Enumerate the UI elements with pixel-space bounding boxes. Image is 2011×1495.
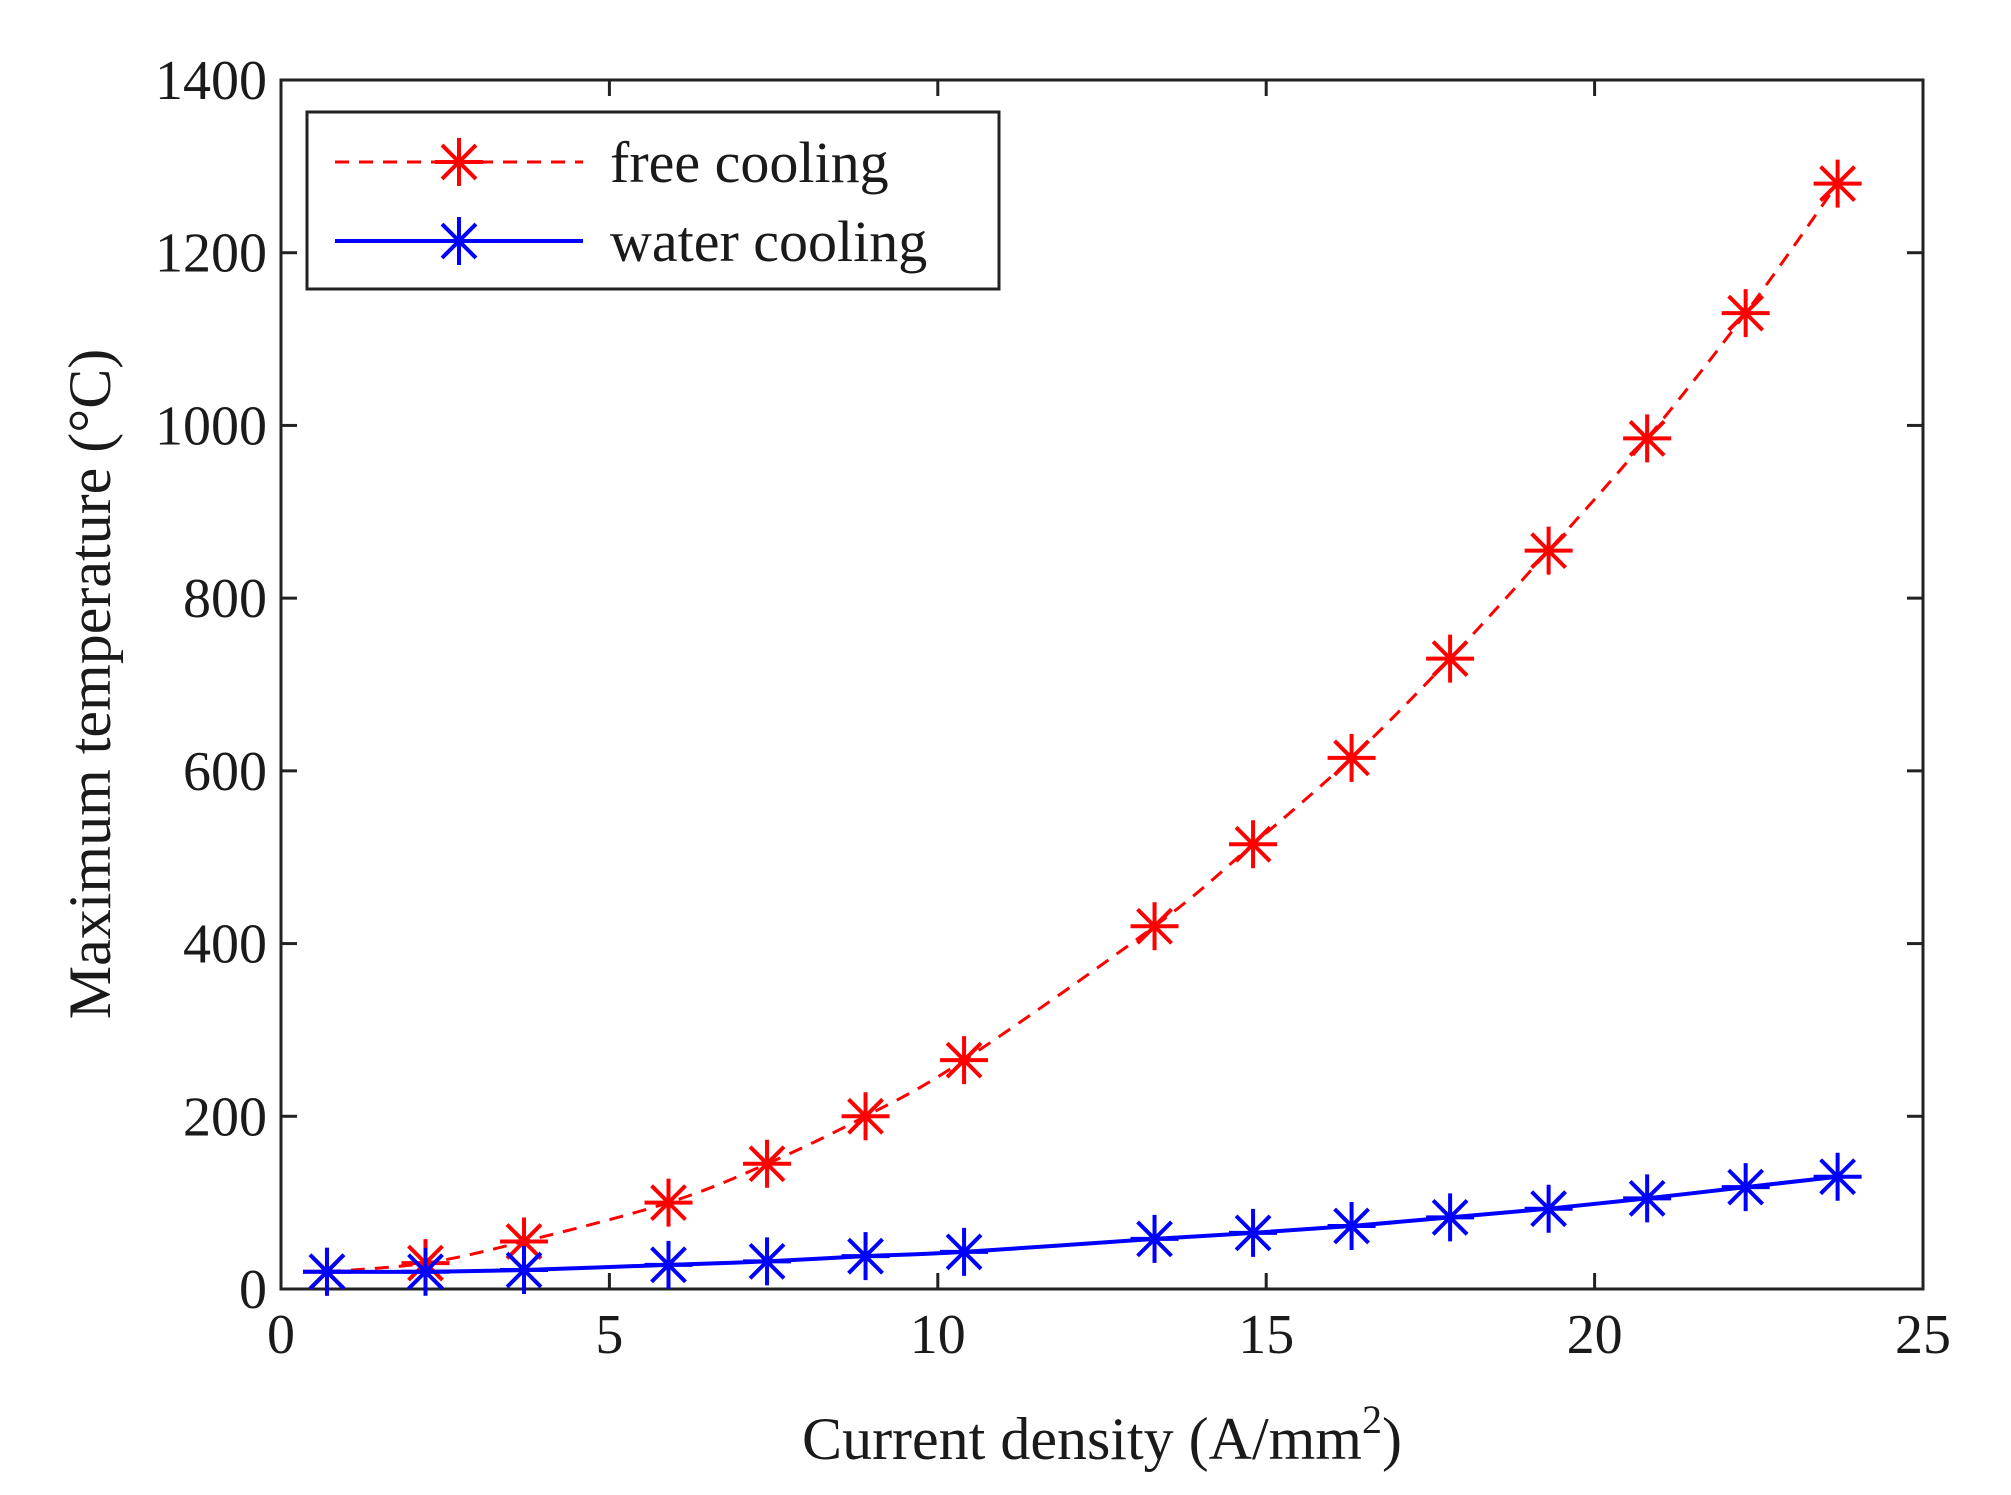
- x-tick-label: 10: [910, 1304, 966, 1366]
- data-point-water-cooling: [1229, 1208, 1278, 1257]
- data-point-water-cooling: [500, 1246, 549, 1294]
- legend-label-water-cooling: water cooling: [610, 209, 927, 274]
- data-point-free-cooling: [1813, 159, 1862, 208]
- data-point-water-cooling: [1721, 1163, 1770, 1212]
- data-point-free-cooling: [1426, 634, 1475, 683]
- data-point-free-cooling: [1229, 820, 1278, 869]
- axis-ticks: [279, 78, 1925, 1291]
- x-tick-label: 5: [595, 1304, 623, 1366]
- series-layer: [302, 159, 1862, 1296]
- y-tick-label: 600: [183, 741, 267, 803]
- data-point-free-cooling: [940, 1036, 989, 1085]
- legend-label-free-cooling: free cooling: [610, 130, 889, 195]
- y-tick-label: 800: [183, 568, 267, 630]
- legend-box: [305, 110, 1001, 291]
- data-point-free-cooling: [1130, 902, 1179, 951]
- data-point-water-cooling: [1623, 1174, 1672, 1223]
- y-tick-label: 1200: [155, 223, 267, 285]
- data-point-free-cooling: [1524, 526, 1573, 575]
- y-tick-label: 0: [239, 1259, 267, 1321]
- data-point-water-cooling: [841, 1232, 890, 1281]
- legend-marker-water-cooling: [435, 217, 483, 265]
- x-axis-title-close: ): [1382, 1406, 1402, 1472]
- y-axis-title: Maximum temperature (°C): [57, 349, 123, 1019]
- y-tick-label: 400: [183, 914, 267, 976]
- x-axis-title-superscript: 2: [1362, 1397, 1382, 1442]
- y-tick-labels: 0 200 400 600 800 1000 1200 1400: [155, 50, 267, 1321]
- data-point-free-cooling: [1721, 289, 1770, 338]
- data-point-water-cooling: [644, 1240, 693, 1289]
- data-point-free-cooling: [743, 1139, 792, 1188]
- data-point-water-cooling: [1130, 1214, 1179, 1263]
- series-water-cooling: [302, 1152, 1862, 1296]
- data-point-free-cooling: [1327, 733, 1376, 782]
- data-point-water-cooling: [302, 1247, 351, 1296]
- data-point-water-cooling: [401, 1247, 450, 1296]
- data-point-free-cooling: [500, 1217, 549, 1266]
- x-tick-label: 20: [1567, 1304, 1623, 1366]
- series-line-water-cooling: [326, 1174, 1838, 1274]
- y-tick-label: 1000: [155, 395, 267, 457]
- x-tick-label: 15: [1238, 1304, 1294, 1366]
- x-tick-label: 25: [1895, 1304, 1951, 1366]
- data-point-free-cooling: [644, 1178, 693, 1227]
- x-axis-title: Current density (A/mm2): [802, 1397, 1402, 1472]
- data-point-free-cooling: [1623, 414, 1672, 463]
- y-tick-label: 200: [183, 1086, 267, 1148]
- y-tick-label: 1400: [155, 50, 267, 112]
- x-tick-labels: 0 5 10 15 20 25: [267, 1304, 1951, 1366]
- data-point-water-cooling: [940, 1227, 989, 1276]
- x-axis-title-main: Current density (A/mm: [802, 1406, 1362, 1472]
- data-point-water-cooling: [1426, 1193, 1475, 1242]
- legend: free cooling water cooling: [305, 110, 1001, 291]
- data-point-water-cooling: [743, 1237, 792, 1286]
- data-point-free-cooling: [841, 1092, 890, 1141]
- data-point-water-cooling: [1524, 1184, 1573, 1233]
- legend-marker-free-cooling: [435, 138, 483, 186]
- data-point-water-cooling: [1813, 1152, 1862, 1201]
- x-tick-label: 0: [267, 1304, 295, 1366]
- data-point-water-cooling: [1327, 1201, 1376, 1250]
